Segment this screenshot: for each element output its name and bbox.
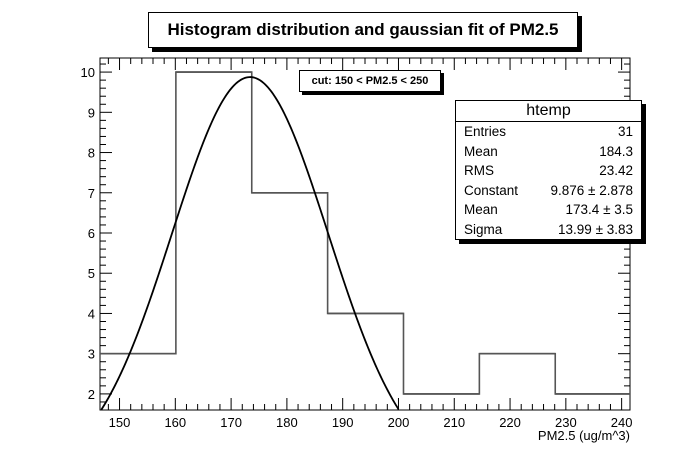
stats-label: Mean bbox=[464, 202, 498, 217]
x-tick-label: 190 bbox=[332, 415, 354, 430]
x-tick-label: 230 bbox=[555, 415, 577, 430]
x-axis-label: PM2.5 (ug/m^3) bbox=[537, 428, 630, 443]
stats-label: RMS bbox=[464, 163, 494, 178]
x-tick-label: 200 bbox=[388, 415, 410, 430]
y-tick-label: 4 bbox=[88, 306, 95, 321]
y-tick-label: 8 bbox=[88, 146, 95, 161]
stats-label: Sigma bbox=[464, 221, 503, 237]
stats-value: 173.4 ± 3.5 bbox=[565, 202, 633, 217]
stats-label: Mean bbox=[464, 143, 498, 159]
gaussian-fit-curve bbox=[100, 76, 400, 411]
stats-row-mean: Mean 184.3 bbox=[456, 142, 641, 162]
y-tick-label: 5 bbox=[88, 266, 95, 281]
stats-value: 13.99 ± 3.83 bbox=[558, 221, 633, 237]
stats-row-constant: Constant 9.876 ± 2.878 bbox=[456, 181, 641, 201]
y-tick-label: 10 bbox=[81, 65, 95, 80]
x-tick-label: 170 bbox=[220, 415, 242, 430]
chart-title: Histogram distribution and gaussian fit … bbox=[148, 12, 578, 48]
stats-box: htemp Entries 31 Mean 184.3 RMS 23.42 Co… bbox=[455, 100, 642, 240]
cut-label: cut: 150 < PM2.5 < 250 bbox=[299, 70, 441, 92]
stats-label: Entries bbox=[464, 124, 507, 139]
stats-label: Constant bbox=[464, 182, 519, 198]
x-tick-label: 210 bbox=[443, 415, 465, 430]
x-tick-label: 220 bbox=[499, 415, 521, 430]
stats-title: htemp bbox=[456, 101, 641, 122]
stats-row-entries: Entries 31 bbox=[456, 122, 641, 142]
y-tick-label: 2 bbox=[88, 387, 95, 402]
x-tick-label: 150 bbox=[109, 415, 131, 430]
stats-row-fit-mean: Mean 173.4 ± 3.5 bbox=[456, 200, 641, 220]
stats-value: 9.876 ± 2.878 bbox=[550, 182, 633, 198]
y-tick-label: 3 bbox=[88, 347, 95, 362]
stats-row-rms: RMS 23.42 bbox=[456, 161, 641, 181]
x-tick-label: 180 bbox=[276, 415, 298, 430]
y-tick-label: 7 bbox=[88, 186, 95, 201]
y-tick-label: 9 bbox=[88, 105, 95, 120]
y-tick-label: 6 bbox=[88, 226, 95, 241]
stats-value: 23.42 bbox=[599, 163, 633, 178]
stats-value: 184.3 bbox=[599, 143, 633, 159]
stats-value: 31 bbox=[617, 124, 633, 139]
x-tick-label: 160 bbox=[164, 415, 186, 430]
x-tick-label: 240 bbox=[611, 415, 633, 430]
stats-row-sigma: Sigma 13.99 ± 3.83 bbox=[456, 220, 641, 240]
